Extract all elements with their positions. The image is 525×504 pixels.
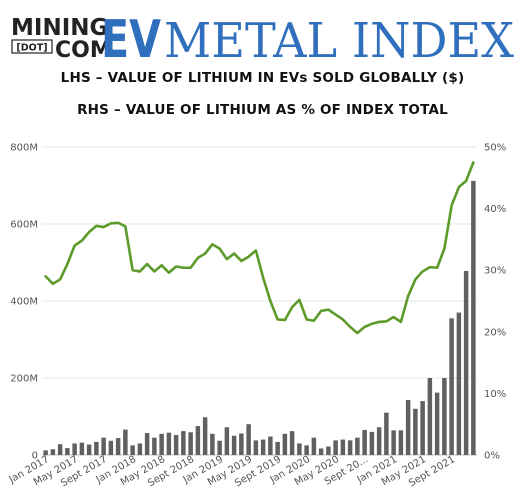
bar (137, 443, 143, 455)
line-series (44, 161, 475, 335)
bar (384, 412, 389, 455)
bar (57, 444, 63, 455)
left-axis-tick-label: 400M (10, 297, 38, 308)
mining-dot-com-ev-metal-index-logo: MINING [DOT] COM EV METAL INDEX (11, 10, 514, 66)
lithium-value-chart: 0 200M 400M 600M 800M 0% 10% 20% 30% 40% 50% Jan … (7, 143, 507, 490)
bar (333, 440, 338, 455)
left-axis-tick-label: 600M (10, 220, 38, 231)
bar (304, 445, 309, 455)
bar (210, 433, 215, 455)
right-axis-tick-label: 30% (484, 266, 506, 277)
bar (260, 439, 266, 455)
bar (376, 427, 382, 455)
bar (202, 417, 208, 455)
right-axis-tick-label: 20% (484, 327, 506, 338)
left-axis-ticks: 0 200M 400M 600M 800M (10, 143, 38, 462)
logo-dot-box (11, 39, 53, 54)
bar (449, 318, 454, 455)
logo-dot-text: [DOT] (16, 43, 47, 54)
bar (217, 440, 222, 455)
bar (94, 441, 99, 455)
bar (311, 437, 317, 455)
bar (318, 448, 324, 455)
bar (181, 431, 186, 455)
bar (369, 431, 375, 455)
bar (152, 437, 157, 455)
right-axis-tick-label: 0% (484, 451, 500, 462)
right-axis-ticks: 0% 10% 20% 30% 40% 50% (484, 143, 506, 462)
bar (166, 432, 172, 455)
right-axis-tick-label: 40% (484, 204, 506, 215)
bar (224, 427, 230, 455)
pct-of-index-line (44, 161, 475, 335)
bar (188, 432, 193, 455)
bar (268, 436, 273, 455)
bar (434, 392, 440, 455)
bar (239, 433, 244, 455)
bar (355, 437, 360, 455)
bar (326, 446, 331, 455)
logo-com-text: COM (55, 38, 112, 63)
bar (108, 440, 114, 455)
bar (123, 429, 128, 455)
bar (362, 429, 367, 455)
bar (297, 443, 302, 455)
bar (101, 437, 106, 455)
left-axis-tick-label: 0 (32, 451, 38, 462)
bar-series (43, 180, 476, 455)
bar (231, 435, 237, 455)
bar (246, 424, 251, 455)
left-axis-tick-label: 800M (10, 143, 38, 154)
bar (275, 441, 280, 455)
bar (427, 378, 433, 455)
bar (456, 312, 462, 455)
left-axis-tick-label: 200M (10, 374, 38, 385)
bar (405, 399, 411, 455)
bar (43, 450, 48, 455)
bar (159, 433, 164, 455)
bar (347, 440, 353, 455)
bar (79, 442, 85, 455)
bar (398, 430, 404, 455)
bar (253, 440, 259, 455)
chart-title-lhs: LHS – VALUE OF LITHIUM IN EVs SOLD GLOBA… (60, 70, 465, 86)
bar (173, 434, 179, 455)
bar (420, 401, 425, 455)
gridlines (42, 146, 477, 456)
right-axis-tick-label: 50% (484, 143, 506, 154)
bar (340, 439, 346, 455)
bar (471, 180, 476, 455)
bar (413, 408, 418, 455)
logo-metal-index-text: METAL INDEX (164, 13, 514, 66)
bar (50, 449, 56, 455)
chart-title-rhs: RHS – VALUE OF LITHIUM AS % OF INDEX TOT… (77, 102, 448, 118)
logo-mining-text: MINING (11, 15, 108, 41)
bar (72, 443, 77, 455)
right-axis-tick-label: 10% (484, 389, 506, 400)
bar (463, 270, 469, 455)
bar (144, 433, 150, 455)
bar (195, 426, 201, 455)
bar (289, 431, 295, 455)
logo-ev-text: EV (101, 10, 161, 66)
bar (282, 433, 288, 455)
bar (391, 430, 396, 455)
bar (130, 445, 135, 455)
bar (65, 448, 70, 455)
bar (86, 444, 92, 455)
bar (115, 438, 121, 455)
bar (442, 378, 447, 455)
